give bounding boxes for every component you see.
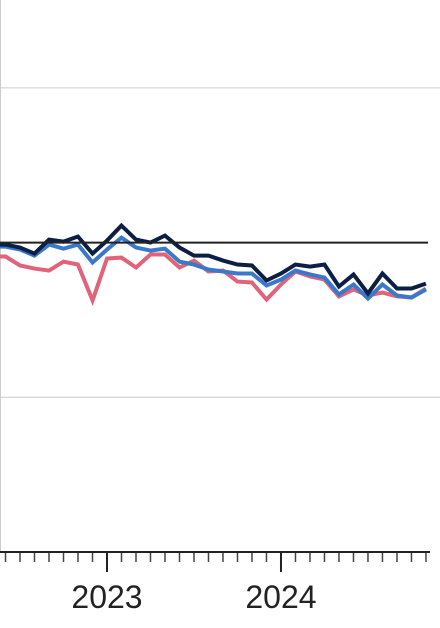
series-line — [0, 222, 427, 297]
x-tick-label: 2023 — [71, 579, 142, 615]
x-tick-label: 2024 — [245, 579, 316, 615]
series-line — [0, 235, 427, 302]
